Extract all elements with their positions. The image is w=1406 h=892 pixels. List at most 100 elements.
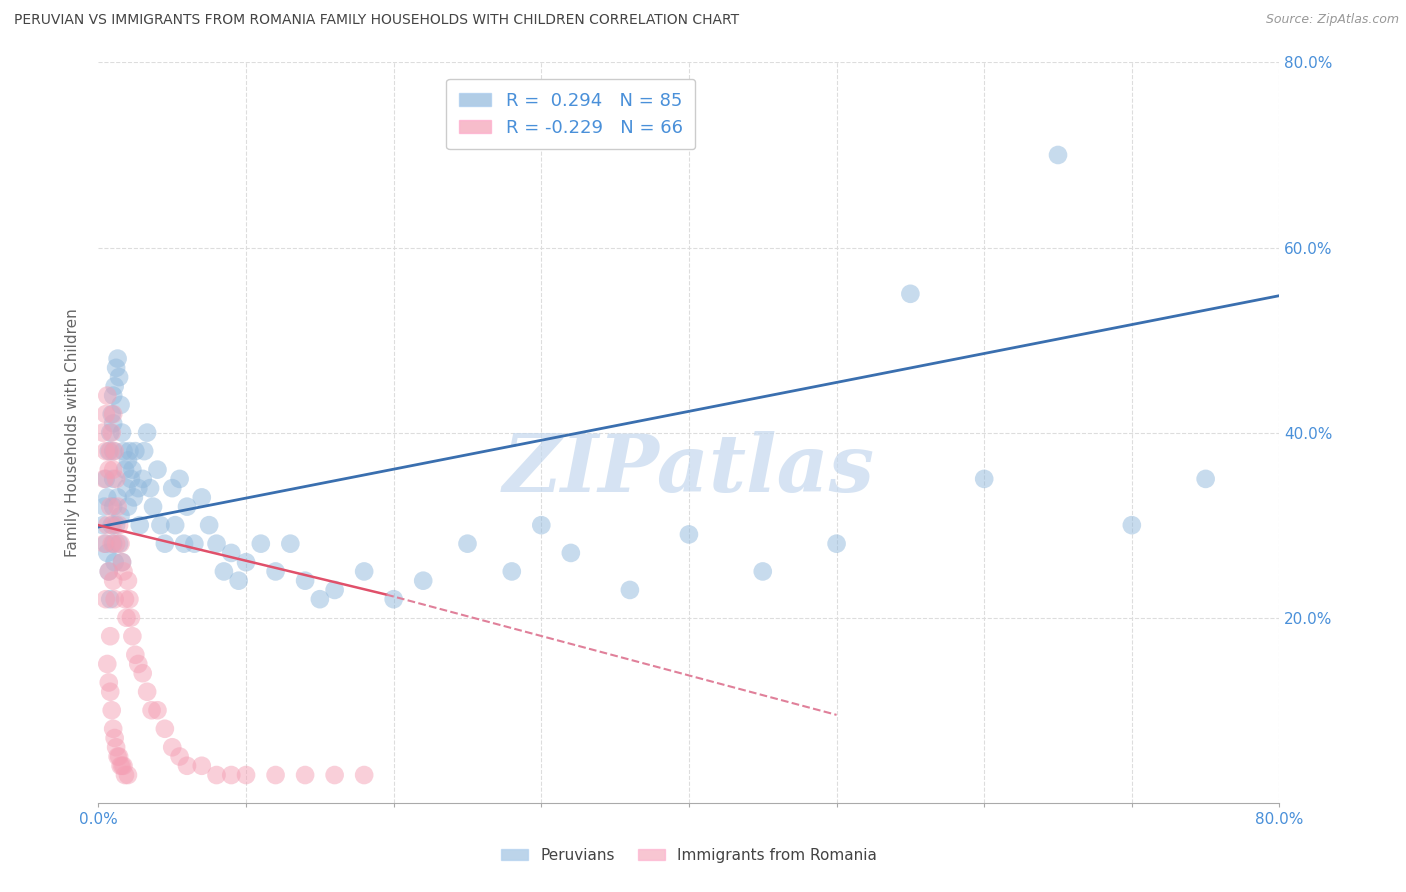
Point: [117, 574, 139, 588]
Point: [111, 758, 134, 772]
Point: [93, 536, 115, 550]
Point: [121, 629, 143, 643]
Point: [98, 629, 121, 643]
Point: [105, 360, 128, 375]
Point: [107, 749, 129, 764]
Point: [97, 462, 120, 476]
Point: [162, 481, 183, 495]
Point: [103, 444, 125, 458]
Point: [264, 565, 287, 579]
Point: [103, 518, 125, 533]
Point: [183, 536, 205, 550]
Point: [153, 536, 176, 550]
Point: [530, 518, 553, 533]
Point: [121, 462, 143, 476]
Point: [100, 407, 122, 421]
Point: [111, 555, 134, 569]
Point: [110, 398, 132, 412]
Point: [103, 574, 125, 588]
Point: [294, 768, 316, 782]
Point: [105, 740, 128, 755]
Point: [105, 472, 128, 486]
Point: [96, 518, 118, 533]
Point: [323, 582, 346, 597]
Point: [107, 351, 129, 366]
Point: [132, 666, 155, 681]
Point: [132, 472, 155, 486]
Point: [205, 768, 228, 782]
Point: [139, 481, 162, 495]
Point: [112, 758, 135, 772]
Point: [97, 565, 120, 579]
Point: [103, 536, 125, 550]
Point: [104, 379, 127, 393]
Y-axis label: Family Households with Children: Family Households with Children: [65, 309, 80, 557]
Point: [221, 546, 243, 560]
Point: [98, 685, 121, 699]
Point: [457, 536, 479, 550]
Point: [1195, 472, 1218, 486]
Point: [108, 749, 131, 764]
Point: [191, 491, 214, 505]
Point: [120, 472, 142, 486]
Point: [149, 518, 172, 533]
Point: [100, 703, 122, 717]
Point: [112, 565, 135, 579]
Point: [412, 574, 434, 588]
Point: [110, 758, 132, 772]
Point: [94, 407, 117, 421]
Point: [127, 657, 149, 671]
Point: [112, 444, 135, 458]
Point: [353, 768, 375, 782]
Point: [198, 518, 221, 533]
Point: [103, 417, 125, 431]
Point: [120, 610, 142, 624]
Point: [103, 722, 125, 736]
Point: [98, 444, 121, 458]
Point: [752, 565, 775, 579]
Point: [108, 536, 131, 550]
Point: [96, 491, 118, 505]
Point: [100, 536, 122, 550]
Point: [97, 444, 120, 458]
Point: [825, 536, 848, 550]
Point: [117, 768, 139, 782]
Point: [176, 758, 198, 772]
Point: [128, 518, 150, 533]
Point: [235, 555, 257, 569]
Point: [235, 768, 257, 782]
Point: [169, 472, 191, 486]
Point: [191, 758, 214, 772]
Point: [1046, 148, 1070, 162]
Point: [107, 491, 129, 505]
Point: [176, 500, 198, 514]
Point: [146, 703, 169, 717]
Point: [104, 555, 127, 569]
Point: [127, 481, 149, 495]
Point: [111, 555, 134, 569]
Point: [97, 565, 120, 579]
Point: [104, 444, 127, 458]
Text: Source: ZipAtlas.com: Source: ZipAtlas.com: [1265, 13, 1399, 27]
Point: [114, 592, 136, 607]
Point: [118, 444, 141, 458]
Point: [114, 462, 136, 476]
Point: [118, 592, 141, 607]
Point: [98, 592, 121, 607]
Point: [96, 388, 118, 402]
Point: [141, 703, 163, 717]
Point: [205, 536, 228, 550]
Point: [124, 444, 146, 458]
Point: [103, 407, 125, 421]
Point: [221, 768, 243, 782]
Point: [114, 768, 136, 782]
Point: [100, 425, 122, 440]
Point: [105, 518, 128, 533]
Point: [108, 370, 131, 384]
Point: [107, 500, 129, 514]
Point: [212, 565, 235, 579]
Point: [104, 731, 127, 745]
Point: [353, 565, 375, 579]
Point: [146, 462, 169, 476]
Point: [173, 536, 195, 550]
